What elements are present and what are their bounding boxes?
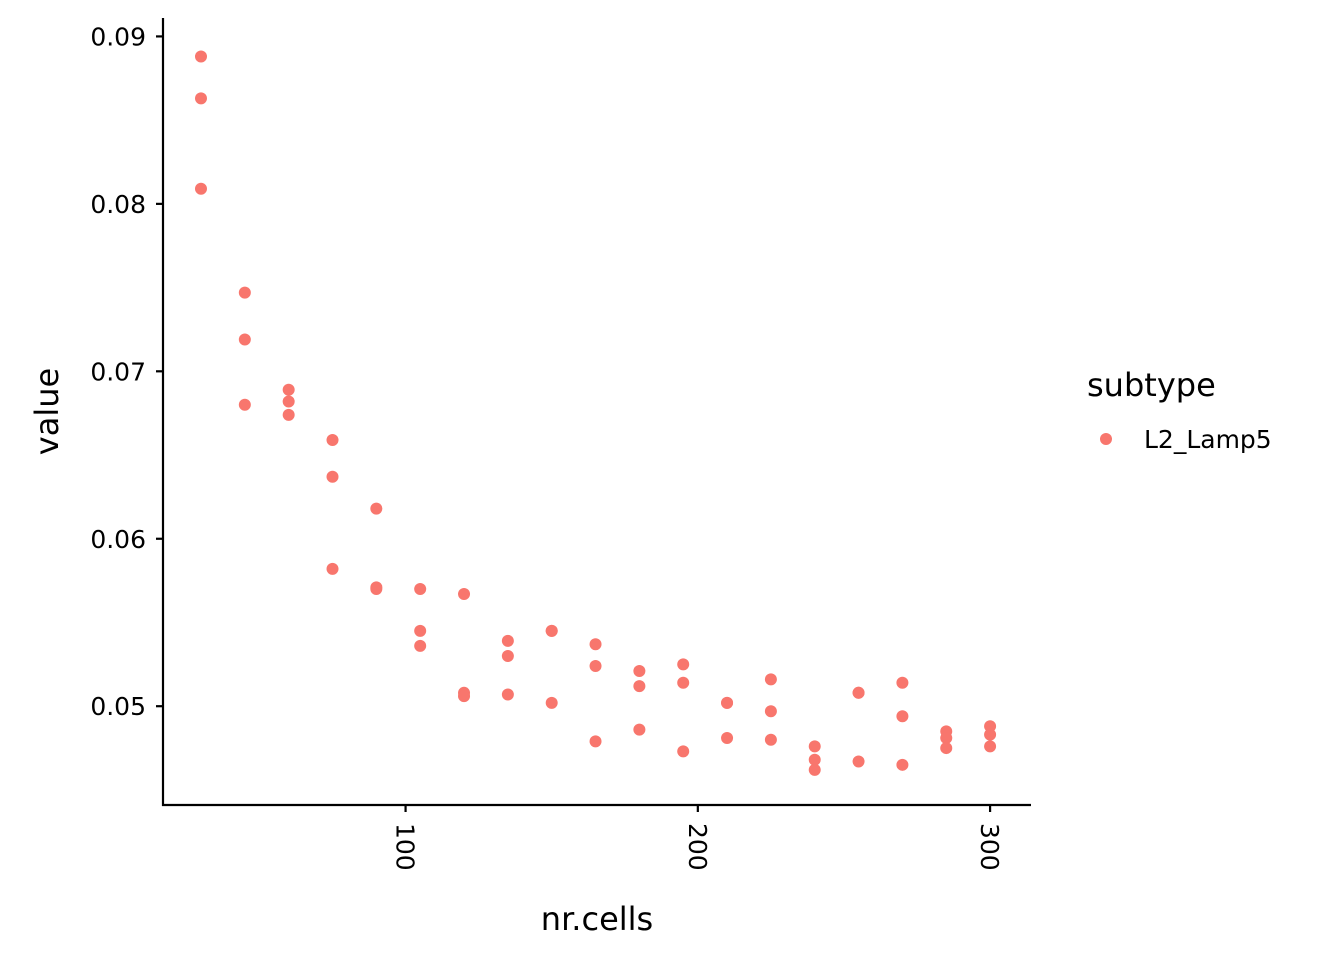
- x-axis-ticks: 100 200 300: [391, 805, 1004, 871]
- data-point: [808, 740, 821, 753]
- y-tick-label: 0.05: [90, 692, 146, 721]
- data-point: [852, 755, 865, 768]
- data-point: [589, 660, 602, 673]
- legend-label: L2_Lamp5: [1144, 425, 1272, 454]
- data-point: [633, 723, 646, 736]
- data-point: [633, 680, 646, 693]
- data-point: [721, 732, 734, 745]
- data-point: [326, 470, 339, 483]
- data-point: [808, 753, 821, 766]
- x-tick-label: 100: [391, 823, 420, 871]
- data-point: [414, 624, 427, 637]
- legend-title: subtype: [1087, 366, 1216, 404]
- data-point: [545, 624, 558, 637]
- data-point: [984, 740, 997, 753]
- data-point: [458, 588, 471, 601]
- legend: subtype L2_Lamp5: [1087, 366, 1272, 454]
- y-axis-title: value: [28, 368, 66, 455]
- data-point: [194, 92, 207, 105]
- data-point: [633, 665, 646, 678]
- data-point: [501, 649, 514, 662]
- points-layer: [194, 50, 997, 776]
- data-point: [896, 710, 909, 723]
- y-tick-label: 0.06: [90, 525, 146, 554]
- y-tick-label: 0.08: [90, 190, 146, 219]
- data-point: [677, 745, 690, 758]
- data-point: [764, 673, 777, 686]
- data-point: [414, 582, 427, 595]
- y-tick-label: 0.07: [90, 357, 146, 386]
- data-point: [984, 720, 997, 733]
- data-point: [677, 658, 690, 671]
- data-point: [370, 502, 383, 515]
- x-tick-label: 300: [975, 823, 1004, 871]
- data-point: [414, 639, 427, 652]
- data-point: [238, 398, 251, 411]
- data-point: [326, 562, 339, 575]
- data-point: [458, 690, 471, 703]
- data-point: [194, 182, 207, 195]
- data-point: [238, 286, 251, 299]
- data-point: [589, 735, 602, 748]
- data-point: [194, 50, 207, 63]
- data-point: [721, 696, 734, 709]
- data-point: [545, 696, 558, 709]
- data-point: [282, 395, 295, 408]
- data-point: [764, 733, 777, 746]
- data-point: [326, 433, 339, 446]
- x-axis-title: nr.cells: [541, 900, 653, 938]
- data-point: [677, 676, 690, 689]
- data-point: [940, 732, 953, 745]
- data-point: [852, 686, 865, 699]
- data-point: [984, 728, 997, 741]
- data-point: [940, 742, 953, 755]
- data-point: [501, 688, 514, 701]
- legend-key-dot: [1100, 433, 1112, 445]
- data-point: [764, 705, 777, 718]
- data-point: [808, 763, 821, 776]
- data-point: [501, 634, 514, 647]
- data-point: [370, 582, 383, 595]
- data-point: [282, 408, 295, 421]
- data-point: [238, 333, 251, 346]
- data-point: [589, 638, 602, 651]
- data-point: [896, 676, 909, 689]
- y-tick-label: 0.09: [90, 22, 146, 51]
- data-point: [282, 383, 295, 396]
- data-point: [896, 758, 909, 771]
- y-axis-ticks: 0.05 0.06 0.07 0.08 0.09: [90, 22, 163, 721]
- x-tick-label: 200: [683, 823, 712, 871]
